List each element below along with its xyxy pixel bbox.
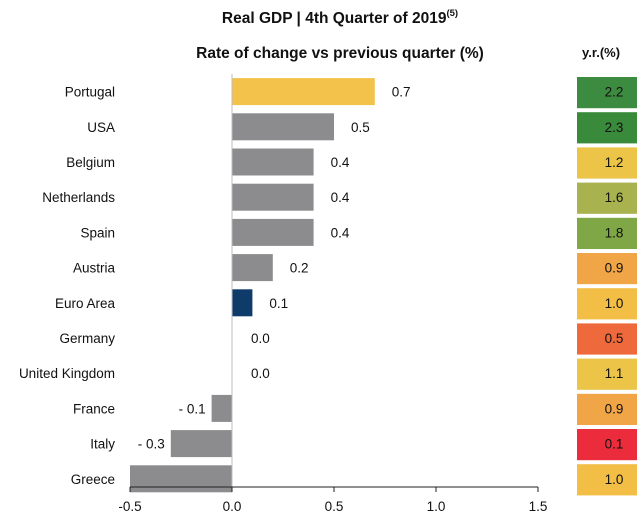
data-label: 0.7 [392,85,411,100]
x-tick-label: 1.5 [529,499,548,514]
yoy-label: 1.8 [605,225,624,240]
yoy-cell [577,112,637,144]
bar [211,394,232,422]
data-label: - 0.1 [179,401,206,416]
yoy-cell [577,393,637,425]
bar [232,183,314,211]
chart-title-text: Real GDP | 4th Quarter of 2019 [221,10,447,28]
yoy-label: 2.3 [605,120,624,135]
yoy-label: 0.5 [605,331,624,346]
yoy-label: 1.0 [605,472,624,487]
x-tick-label: 1.0 [427,499,446,514]
category-label: Germany [59,331,115,346]
category-label: Greece [71,472,115,487]
yoy-label: 1.6 [605,190,624,205]
x-tick-label: -0.5 [118,499,141,514]
title-footnote: (5) [446,8,459,19]
data-label: 0.4 [331,155,350,170]
bar [232,254,273,282]
yoy-cell [577,464,637,496]
data-label: 0.1 [269,296,288,311]
yoy-cell [577,77,637,109]
yoy-cell [577,217,637,249]
data-label: 0.4 [331,190,350,205]
yoy-column-header: y.r.(%) [582,45,621,60]
category-label: Netherlands [42,190,115,205]
bar [232,289,253,317]
bar [232,78,375,106]
bar [232,113,334,141]
category-label: United Kingdom [19,366,115,381]
yoy-cell [577,358,637,390]
yoy-label: 2.2 [605,85,624,100]
bar [170,430,232,458]
category-label: Italy [90,437,115,452]
data-label: 0.0 [251,366,270,381]
category-label: Spain [80,225,115,240]
bar [232,218,314,246]
yoy-cell [577,288,637,320]
yoy-label: 1.1 [605,366,624,381]
chart-subtitle: Rate of change vs previous quarter (%) [196,45,484,62]
category-label: Portugal [65,85,115,100]
data-label: 0.0 [251,331,270,346]
category-label: USA [87,120,115,135]
yoy-label: 0.9 [605,401,624,416]
data-label: - 0.3 [138,437,165,452]
yoy-cell [577,323,637,355]
yoy-label: 1.2 [605,155,624,170]
chart-title: Real GDP | 4th Quarter of 2019(5) [130,8,550,28]
yoy-label: 1.0 [605,296,624,311]
category-label: Euro Area [55,296,116,311]
bar [130,465,232,493]
yoy-cell [577,253,637,285]
category-label: Austria [73,261,116,276]
category-label: Belgium [66,155,115,170]
x-tick-label: 0.5 [325,499,344,514]
category-label: France [73,401,115,416]
x-tick-label: 0.0 [223,499,242,514]
yoy-cell [577,147,637,179]
yoy-label: 0.1 [605,437,624,452]
yoy-label: 0.9 [605,261,624,276]
data-label: 0.4 [331,225,350,240]
yoy-cell [577,429,637,461]
yoy-cell [577,182,637,214]
bar [232,148,314,176]
data-label: 0.5 [351,120,370,135]
data-label: 0.2 [290,261,309,276]
